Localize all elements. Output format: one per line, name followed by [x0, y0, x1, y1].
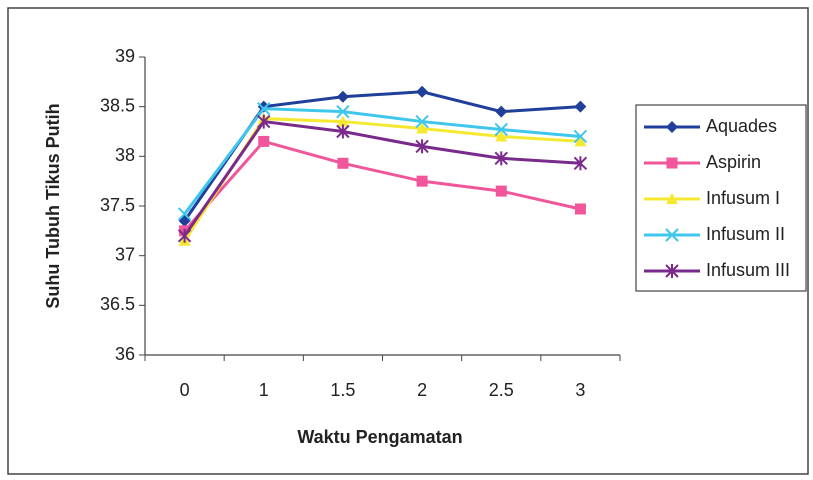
- y-tick-label: 39: [115, 46, 135, 66]
- x-axis-label: Waktu Pengamatan: [297, 427, 462, 447]
- legend-label: Aquades: [706, 116, 777, 136]
- marker: [336, 90, 349, 103]
- legend-label: Infusum II: [706, 224, 785, 244]
- marker: [573, 129, 588, 144]
- marker: [574, 203, 586, 215]
- marker: [416, 122, 429, 134]
- marker: [495, 185, 507, 197]
- legend-label: Infusum I: [706, 188, 780, 208]
- marker: [665, 228, 679, 242]
- series-line: [183, 119, 581, 237]
- marker: [415, 139, 429, 154]
- marker: [494, 122, 508, 137]
- marker: [416, 85, 429, 98]
- y-tick-label: 38: [115, 145, 135, 165]
- marker: [573, 156, 588, 171]
- x-tick-label: 2: [417, 380, 427, 400]
- marker: [574, 100, 587, 113]
- marker: [337, 157, 349, 169]
- x-tick-label: 0: [180, 380, 190, 400]
- x-tick-label: 1: [259, 380, 269, 400]
- marker: [495, 105, 508, 118]
- marker: [257, 114, 271, 129]
- marker: [495, 130, 508, 142]
- y-tick-label: 37.5: [100, 195, 135, 215]
- marker: [666, 157, 678, 169]
- marker: [416, 175, 428, 187]
- marker: [258, 135, 270, 147]
- marker: [336, 104, 350, 119]
- marker: [665, 264, 679, 278]
- marker: [177, 228, 192, 243]
- y-tick-label: 38.5: [100, 95, 135, 115]
- marker: [494, 151, 508, 166]
- y-tick-label: 37: [115, 244, 135, 264]
- legend-label: Aspirin: [706, 152, 761, 172]
- marker: [336, 124, 350, 139]
- marker: [415, 114, 429, 129]
- marker: [666, 193, 678, 204]
- series-line: [183, 107, 581, 215]
- y-tick-label: 36: [115, 344, 135, 364]
- x-tick-label: 1.5: [330, 380, 355, 400]
- marker: [666, 121, 678, 133]
- marker: [336, 115, 349, 127]
- legend-label: Infusum III: [706, 260, 790, 280]
- series-line: [183, 139, 581, 232]
- y-tick-label: 36.5: [100, 294, 135, 314]
- marker: [257, 101, 271, 116]
- x-tick-label: 2.5: [489, 380, 514, 400]
- y-axis-label: Suhu Tubuh Tikus Putih: [43, 103, 63, 308]
- marker: [177, 207, 192, 221]
- marker: [574, 135, 587, 147]
- x-tick-label: 3: [575, 380, 585, 400]
